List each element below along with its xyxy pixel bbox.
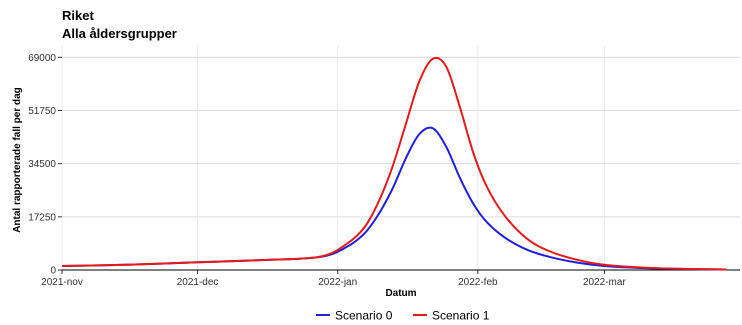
x-tick-label: 2022-feb <box>458 277 498 288</box>
series-line-scenario-0 <box>61 126 727 271</box>
x-tick-label: 2021-dec <box>177 277 219 288</box>
x-axis-ticks: 2021-nov 2021-dec 2022-jan 2022-feb 2022-mar <box>41 270 626 288</box>
chart-title: Riket <box>62 8 94 23</box>
x-tick-label: 2022-jan <box>318 277 357 288</box>
y-tick-label: 0 <box>50 266 56 277</box>
x-tick-label: 2022-mar <box>583 277 626 288</box>
grid <box>61 45 740 271</box>
y-tick-label: 69000 <box>28 53 56 64</box>
y-tick-label: 34500 <box>28 159 56 170</box>
legend-label: Scenario 1 <box>432 309 490 323</box>
legend: Scenario 0 Scenario 1 <box>316 309 490 323</box>
y-tick-label: 17250 <box>28 212 56 223</box>
y-axis-ticks: 0 17250 34500 51750 69000 <box>28 53 62 277</box>
x-tick-label: 2021-nov <box>41 277 83 288</box>
y-axis-label: Antal rapporterade fall per dag <box>12 87 23 233</box>
series-line-scenario-1 <box>61 56 727 271</box>
series-lines <box>61 56 727 271</box>
chart-subtitle: Alla åldersgrupper <box>62 26 177 41</box>
legend-label: Scenario 0 <box>335 309 393 323</box>
y-tick-label: 51750 <box>28 106 56 117</box>
x-axis-label: Datum <box>385 288 416 299</box>
